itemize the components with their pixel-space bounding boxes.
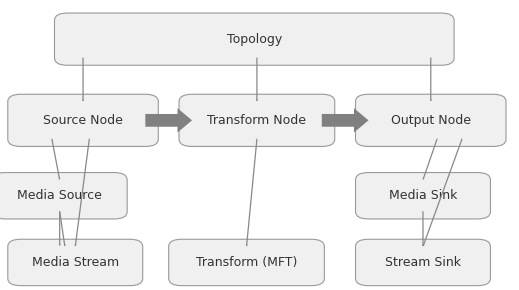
Text: Output Node: Output Node <box>391 114 471 127</box>
Text: Transform Node: Transform Node <box>208 114 306 127</box>
Text: Media Stream: Media Stream <box>32 256 119 269</box>
Polygon shape <box>322 108 368 133</box>
FancyBboxPatch shape <box>8 239 143 286</box>
FancyBboxPatch shape <box>54 13 454 65</box>
FancyBboxPatch shape <box>0 173 127 219</box>
Text: Media Sink: Media Sink <box>389 189 457 202</box>
FancyBboxPatch shape <box>356 239 490 286</box>
Text: Stream Sink: Stream Sink <box>385 256 461 269</box>
FancyBboxPatch shape <box>179 94 335 146</box>
FancyBboxPatch shape <box>8 94 158 146</box>
Polygon shape <box>145 108 192 133</box>
FancyBboxPatch shape <box>169 239 324 286</box>
FancyBboxPatch shape <box>356 173 490 219</box>
FancyBboxPatch shape <box>356 94 506 146</box>
Text: Topology: Topology <box>227 33 282 46</box>
Text: Transform (MFT): Transform (MFT) <box>196 256 297 269</box>
Text: Source Node: Source Node <box>43 114 123 127</box>
Text: Media Source: Media Source <box>17 189 102 202</box>
